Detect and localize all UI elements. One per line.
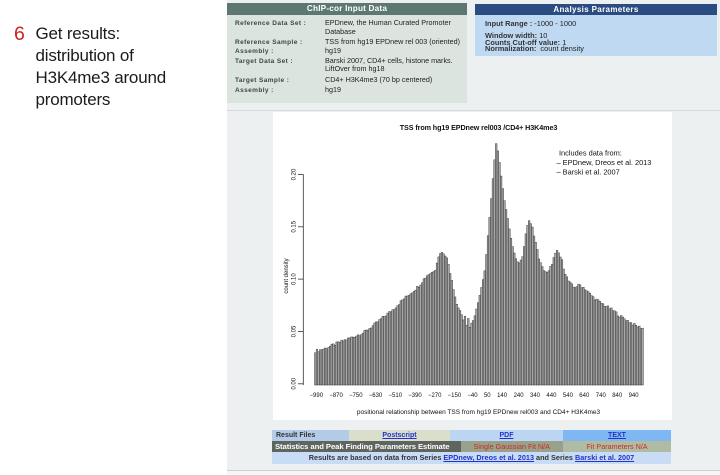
svg-text:−270: −270 — [428, 393, 442, 399]
svg-text:140: 140 — [497, 393, 508, 399]
svg-text:340: 340 — [530, 393, 541, 399]
svg-text:−510: −510 — [389, 393, 403, 399]
svg-text:Includes data from:: Includes data from: — [559, 148, 622, 157]
svg-text:– Barski et al. 2007: – Barski et al. 2007 — [557, 167, 620, 176]
svg-text:740: 740 — [596, 393, 607, 399]
svg-text:540: 540 — [563, 393, 574, 399]
svg-text:count density: count density — [284, 258, 290, 293]
svg-text:0.05: 0.05 — [292, 325, 298, 337]
svg-text:−990: −990 — [310, 393, 324, 399]
svg-text:TSS from hg19 EPDnew rel003 /C: TSS from hg19 EPDnew rel003 /CD4+ H3K4me… — [400, 123, 558, 132]
svg-text:−150: −150 — [448, 393, 462, 399]
svg-text:940: 940 — [629, 393, 640, 399]
svg-text:50: 50 — [484, 393, 491, 399]
svg-text:240: 240 — [514, 393, 525, 399]
svg-text:0.20: 0.20 — [292, 168, 298, 180]
svg-text:0.10: 0.10 — [292, 273, 298, 285]
svg-text:−870: −870 — [329, 393, 343, 399]
svg-text:−630: −630 — [369, 393, 383, 399]
svg-text:640: 640 — [579, 393, 590, 399]
svg-text:0.00: 0.00 — [292, 377, 298, 389]
svg-text:840: 840 — [612, 393, 623, 399]
svg-text:0.15: 0.15 — [292, 220, 298, 232]
svg-text:−390: −390 — [408, 393, 422, 399]
svg-text:– EPDnew, Dreos et al. 2013: – EPDnew, Dreos et al. 2013 — [557, 158, 652, 167]
svg-text:−40: −40 — [467, 393, 478, 399]
svg-text:positional relationship betwee: positional relationship between TSS from… — [357, 409, 601, 416]
svg-text:−750: −750 — [349, 393, 363, 399]
svg-text:440: 440 — [546, 393, 557, 399]
